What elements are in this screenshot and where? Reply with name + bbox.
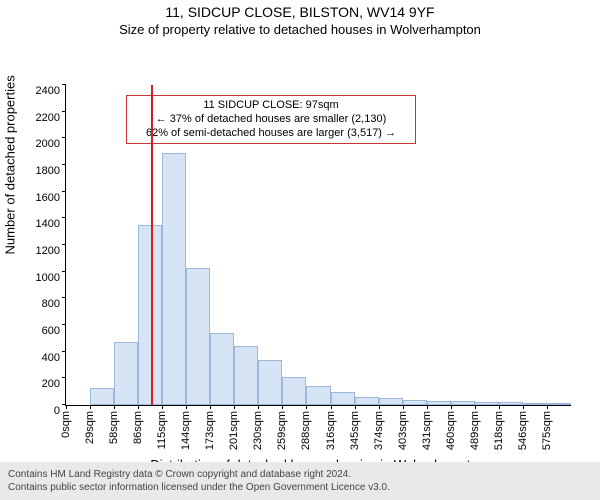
histogram-bar [186,268,210,405]
y-tick-label: 1200 [36,245,66,257]
x-tick-mark [499,405,500,409]
histogram-bar [379,398,403,405]
x-tick-mark [547,405,548,409]
plot-area: 11 SIDCUP CLOSE: 97sqm ← 37% of detached… [65,85,571,406]
x-tick-mark [355,405,356,409]
footer-line2: Contains public sector information licen… [8,481,592,494]
y-tick-mark [62,297,66,298]
x-tick-mark [210,405,211,409]
x-tick-label: 460sqm [445,411,457,450]
attribution-footer: Contains HM Land Registry data © Crown c… [0,462,600,500]
annotation-line2: ← 37% of detached houses are smaller (2,… [133,113,409,127]
x-tick-label: 518sqm [493,411,505,450]
x-tick-mark [306,405,307,409]
histogram-bar [210,333,234,405]
histogram-bar [282,377,306,405]
y-tick-mark [62,164,66,165]
histogram-bar [90,388,114,405]
x-tick-mark [186,405,187,409]
x-tick-label: 345sqm [349,411,361,450]
histogram-bar [162,153,186,405]
y-tick-mark [62,351,66,352]
y-tick-mark [62,111,66,112]
y-tick-mark [62,84,66,85]
histogram-bar [355,397,379,405]
x-tick-mark [403,405,404,409]
x-tick-label: 489sqm [469,411,481,450]
x-tick-mark [451,405,452,409]
y-tick-mark [62,377,66,378]
y-tick-label: 1000 [36,272,66,284]
x-tick-label: 144sqm [180,411,192,450]
chart-container: 11 SIDCUP CLOSE: 97sqm ← 37% of detached… [0,37,600,467]
histogram-bar [306,386,330,405]
y-tick-label: 400 [42,352,66,364]
histogram-bar [547,403,571,405]
x-tick-label: 29sqm [84,411,96,444]
x-tick-mark [523,405,524,409]
x-tick-label: 0sqm [60,411,72,438]
x-tick-mark [114,405,115,409]
property-size-marker [151,85,153,405]
histogram-bar [331,392,355,405]
histogram-bar [451,401,475,405]
y-tick-mark [62,217,66,218]
y-tick-mark [62,137,66,138]
y-tick-label: 1800 [36,165,66,177]
x-tick-label: 403sqm [397,411,409,450]
histogram-bar [427,401,451,405]
x-tick-mark [66,405,67,409]
x-tick-mark [331,405,332,409]
annotation-line1: 11 SIDCUP CLOSE: 97sqm [133,99,409,113]
x-tick-label: 575sqm [541,411,553,450]
y-tick-label: 800 [42,298,66,310]
x-tick-mark [162,405,163,409]
y-tick-label: 200 [42,378,66,390]
x-tick-mark [282,405,283,409]
x-tick-label: 431sqm [421,411,433,450]
x-tick-label: 115sqm [156,411,168,449]
x-tick-label: 259sqm [276,411,288,450]
x-tick-mark [379,405,380,409]
x-tick-label: 374sqm [373,411,385,450]
y-tick-label: 1400 [36,218,66,230]
x-tick-mark [90,405,91,409]
y-tick-label: 2200 [36,112,66,124]
annotation-box: 11 SIDCUP CLOSE: 97sqm ← 37% of detached… [126,95,416,144]
x-tick-mark [234,405,235,409]
annotation-line3: 62% of semi-detached houses are larger (… [133,127,409,141]
x-tick-mark [258,405,259,409]
x-tick-label: 230sqm [252,411,264,450]
y-tick-mark [62,271,66,272]
histogram-bar [234,346,258,405]
y-tick-label: 2000 [36,138,66,150]
page-title-address: 11, SIDCUP CLOSE, BILSTON, WV14 9YF [0,4,600,20]
x-tick-label: 86sqm [132,411,144,444]
footer-line1: Contains HM Land Registry data © Crown c… [8,468,592,481]
histogram-bar [523,403,547,405]
histogram-bar [138,225,162,405]
x-tick-mark [138,405,139,409]
x-tick-mark [427,405,428,409]
y-tick-label: 2400 [36,85,66,97]
x-tick-label: 58sqm [108,411,120,444]
y-tick-mark [62,191,66,192]
x-tick-mark [475,405,476,409]
y-tick-mark [62,324,66,325]
y-tick-label: 600 [42,325,66,337]
histogram-bar [114,342,138,405]
histogram-bar [403,400,427,405]
x-tick-label: 546sqm [517,411,529,450]
y-axis-label: Number of detached properties [3,235,18,255]
x-tick-label: 173sqm [204,411,216,450]
x-tick-label: 201sqm [228,411,240,450]
y-tick-label: 1600 [36,192,66,204]
x-tick-label: 316sqm [325,411,337,450]
y-tick-mark [62,244,66,245]
histogram-bar [258,360,282,405]
page-title-desc: Size of property relative to detached ho… [0,22,600,37]
histogram-bar [499,402,523,405]
x-tick-label: 288sqm [300,411,312,450]
histogram-bar [475,402,499,405]
